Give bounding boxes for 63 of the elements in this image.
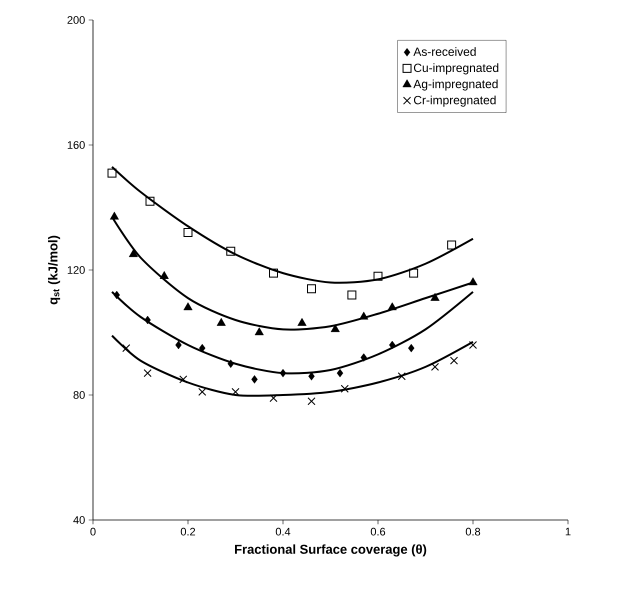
point <box>340 384 349 393</box>
point <box>450 356 458 365</box>
x-tick-label: 0.8 <box>466 528 480 536</box>
point <box>388 302 397 310</box>
point <box>468 340 478 350</box>
x-tick-label: 1 <box>566 528 571 536</box>
point <box>254 327 264 336</box>
point <box>198 388 206 396</box>
point <box>144 316 151 324</box>
point <box>330 324 340 332</box>
point <box>269 394 278 402</box>
point <box>307 284 316 294</box>
point <box>409 268 418 278</box>
point <box>347 290 356 300</box>
point <box>336 368 344 378</box>
point <box>468 277 478 286</box>
point <box>146 196 154 206</box>
point <box>430 292 440 301</box>
point <box>398 372 406 380</box>
y-tick-label: 40 <box>73 516 85 524</box>
point <box>269 268 278 278</box>
point <box>226 246 236 256</box>
point <box>408 344 414 352</box>
y-tick-label: 200 <box>67 16 85 24</box>
point <box>216 318 226 326</box>
line-series <box>111 166 474 284</box>
point <box>307 397 316 406</box>
point <box>447 240 456 250</box>
point <box>128 249 138 258</box>
point <box>110 212 119 220</box>
point <box>183 302 193 310</box>
point <box>359 312 368 320</box>
point <box>179 375 188 384</box>
point <box>374 272 382 281</box>
legend-label: Cu-impregnated <box>414 63 498 74</box>
x-tick-label: 0 <box>90 528 96 536</box>
point <box>228 360 234 368</box>
point <box>122 344 130 352</box>
point <box>430 362 440 371</box>
point <box>108 168 116 178</box>
x-axis-title: Fractional Surface coverage (θ) <box>235 544 426 556</box>
point <box>308 372 315 380</box>
x-tick-label: 0.2 <box>180 528 196 536</box>
point <box>231 388 240 396</box>
y-tick-label: 120 <box>68 266 85 274</box>
point <box>297 318 307 326</box>
legend-label: Ag-impregnated <box>413 79 498 91</box>
y-tick-label: 160 <box>68 141 85 149</box>
point <box>251 375 258 384</box>
x-tick-label: 0.6 <box>370 528 386 536</box>
point <box>160 271 169 279</box>
x-tick-label: 0.4 <box>276 528 290 536</box>
point <box>389 340 396 350</box>
y-tick-label: 80 <box>74 391 85 399</box>
point <box>144 369 152 378</box>
point <box>360 353 367 362</box>
y-axis-title: q$_{st}$ (kJ/mol) <box>48 236 60 304</box>
legend-label: Cr-impregnated <box>414 96 496 107</box>
point <box>114 290 120 300</box>
legend-label: As-received <box>413 47 476 56</box>
point <box>280 368 286 378</box>
point <box>175 340 182 350</box>
point <box>184 228 192 237</box>
